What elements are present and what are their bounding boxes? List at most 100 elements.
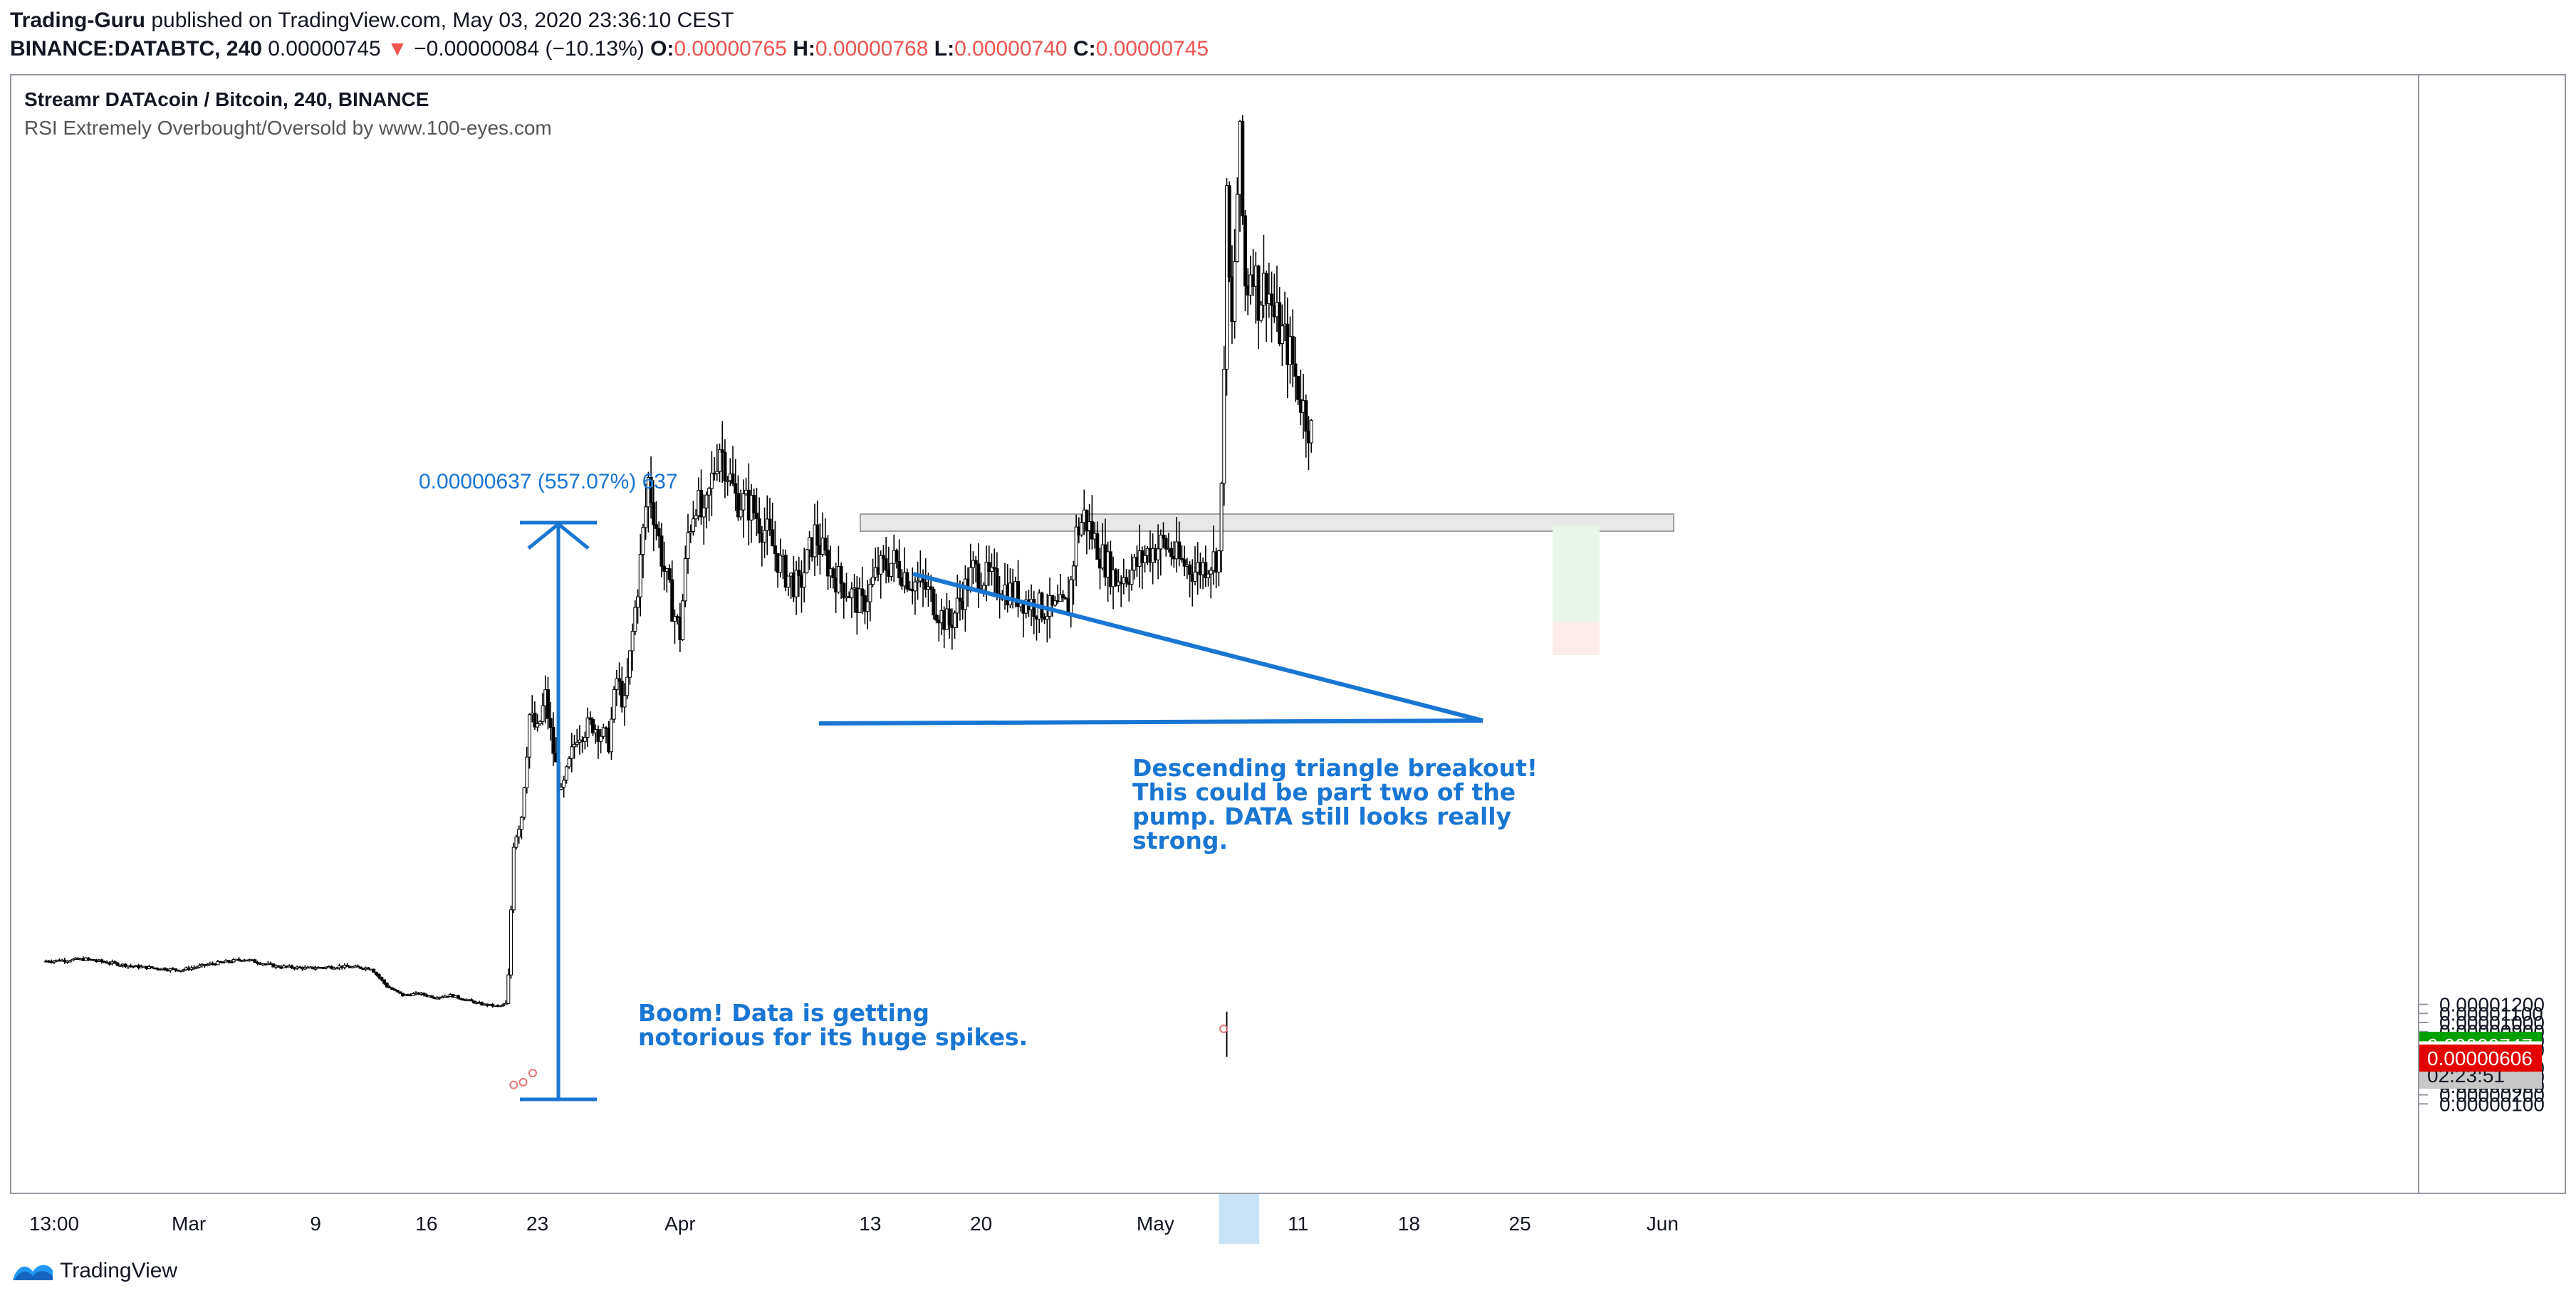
boom-note-line: Boom! Data is getting <box>638 999 929 1027</box>
candle-body <box>1162 534 1165 539</box>
candle-body <box>1193 571 1197 582</box>
candle-body <box>1241 120 1245 216</box>
triangle-note-line: pump. DATA still looks really <box>1132 802 1511 830</box>
candle-body <box>374 972 378 975</box>
publish-line: Trading-Guru published on TradingView.co… <box>10 6 734 36</box>
candle-body <box>194 966 199 969</box>
measure-arrowhead <box>527 521 590 550</box>
candle-body <box>879 555 883 575</box>
candle-body <box>1204 562 1208 579</box>
candle-body <box>641 527 645 555</box>
candle-body <box>499 1005 503 1008</box>
candle-body <box>709 472 714 489</box>
price-axis[interactable] <box>2418 74 2566 1194</box>
boom-note: Boom! Data is getting notorious for its h… <box>638 999 1028 1051</box>
candle-body <box>831 568 835 578</box>
triangle-resistance-line[interactable] <box>912 572 1483 723</box>
candle-body <box>105 961 109 964</box>
profit-zone[interactable] <box>1553 525 1600 622</box>
candle-body <box>839 565 843 584</box>
candle-body <box>802 572 806 588</box>
candle-body <box>355 966 360 968</box>
publish-text: published on TradingView.com, May 03, 20… <box>145 9 734 32</box>
publisher-name[interactable]: Trading-Guru <box>10 9 145 32</box>
candle-body <box>636 596 640 608</box>
candle-body <box>1108 551 1112 587</box>
candle-body <box>150 966 154 968</box>
candle-body <box>699 490 704 518</box>
x-tick-label: 13:00 <box>29 1213 79 1235</box>
candle-body <box>1256 265 1261 321</box>
candle-body <box>757 518 761 534</box>
candle-body <box>881 555 885 560</box>
candle-body <box>783 555 788 588</box>
candle-body <box>924 582 928 590</box>
candle-body <box>1050 595 1055 606</box>
candle-body <box>366 967 370 970</box>
candle-body <box>1053 600 1057 606</box>
candle-body <box>501 1004 505 1006</box>
close-label: C: <box>1067 37 1096 61</box>
candle-body <box>575 742 579 745</box>
triangle-note-line: Descending triangle breakout! <box>1132 754 1538 782</box>
candle-body <box>174 968 178 970</box>
candle-body <box>823 538 828 551</box>
candle-body <box>731 474 735 484</box>
candle-body <box>385 983 389 988</box>
candle-body <box>63 959 67 962</box>
tradingview-logo[interactable]: TradingView <box>11 1259 177 1283</box>
chart-frame[interactable] <box>10 74 2419 1194</box>
candle-body <box>974 560 978 565</box>
candle-body <box>963 578 967 610</box>
candle-body <box>726 480 730 482</box>
candle-body <box>667 568 672 580</box>
triangle-note: Descending triangle breakout! This could … <box>1132 754 1538 854</box>
candle-body <box>797 570 801 576</box>
candle-body <box>551 727 556 754</box>
candle-body <box>1032 599 1036 617</box>
candle-body <box>615 678 619 690</box>
candle-body <box>895 550 899 562</box>
candle-body <box>984 562 989 586</box>
candle-body <box>390 987 395 990</box>
candle-body <box>567 758 571 768</box>
candle-body <box>583 737 587 742</box>
indicator-title[interactable]: RSI Extremely Overbought/Oversold by www… <box>24 117 552 139</box>
boom-note-line: notorious for its huge spikes. <box>638 1023 1028 1051</box>
candle-body <box>573 743 577 748</box>
candle-body <box>216 961 220 966</box>
triangle-support-line[interactable] <box>818 718 1483 726</box>
candle-body <box>627 650 632 678</box>
candle-body <box>842 582 846 599</box>
candle-body <box>514 836 518 848</box>
candle-body <box>528 714 531 758</box>
rsi-signal-dot <box>1219 1024 1229 1033</box>
candle-body <box>929 586 933 590</box>
loss-zone[interactable] <box>1553 622 1600 655</box>
candle-body <box>155 968 160 970</box>
high-value: 0.00000768 <box>815 37 929 61</box>
candle-body <box>221 961 225 964</box>
x-tick-label: 13 <box>859 1213 881 1235</box>
resistance-zone[interactable] <box>860 513 1674 532</box>
candle-body <box>987 562 991 572</box>
candle-body <box>536 723 540 728</box>
rsi-signal-dot <box>528 1069 537 1078</box>
candle-body <box>253 959 257 963</box>
candle-body <box>570 746 574 759</box>
x-tick-label: May <box>1137 1213 1174 1235</box>
candle-body <box>890 563 894 577</box>
candle-body <box>1169 548 1174 557</box>
candle-body <box>905 572 909 590</box>
candle-body <box>953 612 957 629</box>
candle-body <box>469 999 474 1002</box>
x-tick-label: Mar <box>172 1213 206 1235</box>
candle-body <box>754 513 758 520</box>
candle-body <box>1270 293 1274 306</box>
candle-body <box>1235 194 1239 262</box>
candle-body <box>1293 363 1298 377</box>
candle-body <box>736 493 740 518</box>
instrument-title: Streamr DATAcoin / Bitcoin, 240, BINANCE <box>24 88 429 110</box>
candle-body <box>71 958 75 961</box>
